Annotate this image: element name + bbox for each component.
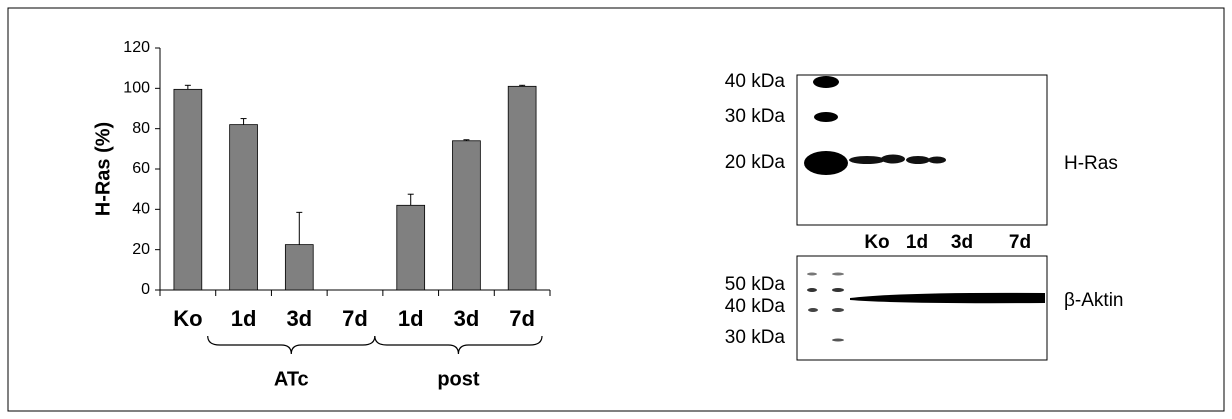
marker-label: 50 kDa: [725, 274, 786, 295]
lane-label: Ko: [864, 232, 889, 253]
ladder-band: [804, 151, 848, 175]
ladder-band: [832, 288, 844, 292]
y-tick-label: 120: [123, 39, 150, 56]
group-label: post: [437, 368, 480, 390]
ladder-band: [807, 288, 817, 292]
ladder-band: [832, 273, 844, 276]
blot-frame: [797, 256, 1047, 360]
y-tick-label: 80: [132, 120, 150, 137]
lane-label: 3d: [951, 232, 973, 253]
ladder-band: [808, 308, 818, 312]
bar: [397, 205, 425, 290]
x-tick-label: 7d: [509, 306, 535, 331]
y-tick-label: 20: [132, 241, 150, 258]
y-tick-label: 40: [132, 201, 150, 218]
band: [849, 156, 885, 164]
figure: H-Ras (%) 40 kDa 30 kDa 20 kDa H-Ras Ko …: [0, 0, 1232, 419]
y-tick-label: 60: [132, 160, 150, 177]
lane-label: 7d: [1009, 232, 1031, 253]
marker-label: 40 kDa: [725, 71, 786, 92]
marker-label: 40 kDa: [725, 296, 786, 317]
x-tick-label: 3d: [286, 306, 312, 331]
ladder-band: [832, 308, 844, 312]
y-tick-label: 100: [123, 80, 150, 97]
y-tick-label: 0: [141, 281, 150, 298]
bar: [230, 125, 258, 290]
marker-label: 20 kDa: [725, 152, 786, 173]
ladder-band: [813, 76, 839, 88]
group-label: ATc: [274, 368, 309, 390]
bar: [285, 245, 313, 290]
x-tick-label: Ko: [173, 306, 202, 331]
band: [881, 155, 905, 164]
x-tick-label: 1d: [231, 306, 257, 331]
blot-top: 40 kDa 30 kDa 20 kDa H-Ras Ko 1d 3d 7d: [725, 71, 1118, 253]
ladder-band: [807, 273, 817, 276]
bar: [508, 86, 536, 290]
group-braces: [208, 336, 542, 354]
blot-frame: [797, 75, 1047, 225]
blot-label: β-Aktin: [1064, 290, 1124, 311]
bar: [174, 89, 202, 290]
blot-bottom: 50 kDa 40 kDa 30 kDa β-Aktin: [725, 256, 1124, 360]
x-tick-label: 3d: [454, 306, 480, 331]
x-tick-label: 7d: [342, 306, 368, 331]
y-axis-label: H-Ras (%): [92, 122, 114, 216]
ladder-band: [814, 112, 838, 122]
marker-label: 30 kDa: [725, 327, 786, 348]
band: [928, 157, 946, 164]
brace: [375, 336, 542, 354]
brace: [208, 336, 375, 354]
lane-label: 1d: [906, 232, 928, 253]
blot-label: H-Ras: [1064, 153, 1118, 174]
bar: [453, 141, 481, 290]
ladder-band: [832, 339, 844, 342]
x-tick-label: 1d: [398, 306, 424, 331]
marker-label: 30 kDa: [725, 106, 786, 127]
band: [906, 156, 930, 164]
